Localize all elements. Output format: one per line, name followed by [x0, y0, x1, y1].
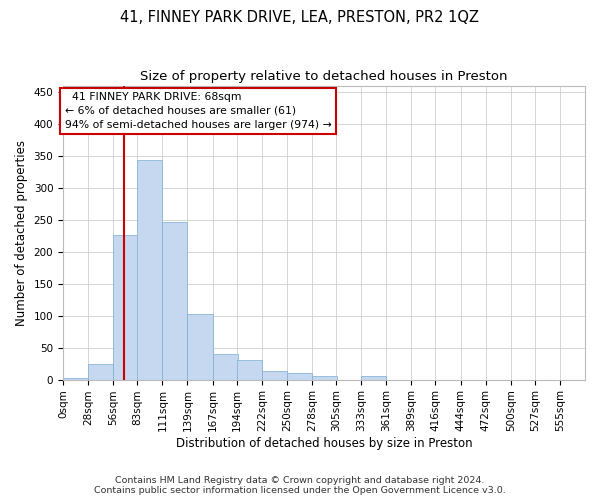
Bar — [287, 373, 312, 380]
X-axis label: Distribution of detached houses by size in Preston: Distribution of detached houses by size … — [176, 437, 472, 450]
Bar — [113, 235, 138, 380]
Text: 41 FINNEY PARK DRIVE: 68sqm
← 6% of detached houses are smaller (61)
94% of semi: 41 FINNEY PARK DRIVE: 68sqm ← 6% of deta… — [65, 92, 332, 130]
Bar — [212, 354, 238, 380]
Title: Size of property relative to detached houses in Preston: Size of property relative to detached ho… — [140, 70, 508, 83]
Bar — [163, 222, 187, 380]
Text: 41, FINNEY PARK DRIVE, LEA, PRESTON, PR2 1QZ: 41, FINNEY PARK DRIVE, LEA, PRESTON, PR2… — [121, 10, 479, 25]
Bar — [361, 376, 386, 380]
Bar — [63, 378, 88, 380]
Text: Contains HM Land Registry data © Crown copyright and database right 2024.
Contai: Contains HM Land Registry data © Crown c… — [94, 476, 506, 495]
Bar — [262, 372, 287, 380]
Bar — [88, 364, 113, 380]
Bar — [312, 376, 337, 380]
Y-axis label: Number of detached properties: Number of detached properties — [15, 140, 28, 326]
Bar — [137, 160, 163, 380]
Bar — [237, 360, 262, 380]
Bar — [187, 314, 212, 380]
